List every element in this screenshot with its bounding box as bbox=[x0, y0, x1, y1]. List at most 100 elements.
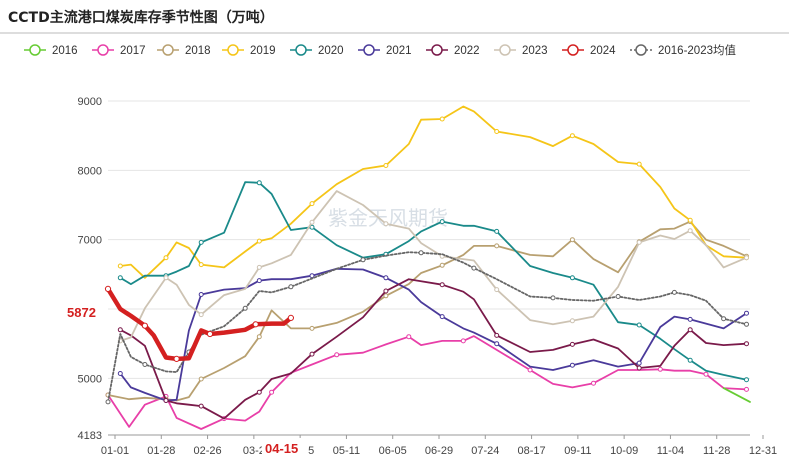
legend-label: 2016-2023均值 bbox=[658, 44, 736, 57]
data-point bbox=[163, 275, 169, 281]
series-line-2024 bbox=[105, 286, 294, 362]
series-2017 bbox=[105, 334, 749, 430]
legend: 2016 2017 2018 2019 2020 2021 2022 2023 2024 2016… bbox=[24, 44, 736, 57]
legend-label: 2022 bbox=[454, 45, 480, 57]
legend-item-2023[interactable]: 2023 bbox=[494, 44, 548, 57]
legend-label: 2024 bbox=[590, 45, 616, 57]
data-point bbox=[687, 217, 693, 223]
legend-swatch-marker bbox=[29, 44, 41, 56]
data-point bbox=[569, 362, 575, 368]
data-point bbox=[671, 289, 677, 295]
data-point bbox=[105, 399, 111, 405]
data-point bbox=[744, 341, 749, 347]
y-axis: 900080007000600050004183 bbox=[78, 96, 102, 442]
data-point bbox=[198, 262, 204, 268]
data-point bbox=[104, 285, 112, 292]
data-point bbox=[569, 237, 575, 243]
grid-lines bbox=[108, 100, 750, 436]
chart-title: CCTD主流港口煤炭库存季节性图（万吨） bbox=[8, 9, 274, 26]
data-point bbox=[657, 366, 663, 372]
data-point bbox=[550, 295, 556, 301]
data-point bbox=[334, 352, 340, 358]
data-point bbox=[687, 327, 693, 333]
data-point bbox=[142, 362, 148, 367]
data-point bbox=[173, 355, 180, 362]
data-point bbox=[494, 228, 500, 234]
data-point bbox=[309, 219, 315, 225]
data-point bbox=[117, 275, 123, 281]
data-point bbox=[744, 386, 749, 392]
y-tick-label: 5000 bbox=[78, 373, 102, 385]
legend-label: 2017 bbox=[120, 45, 146, 57]
data-point bbox=[383, 163, 389, 168]
data-point bbox=[309, 224, 315, 230]
highlight-y-label: 5872 bbox=[67, 305, 96, 320]
data-point bbox=[569, 318, 575, 324]
x-tick-label: 06-29 bbox=[425, 445, 453, 457]
data-point bbox=[494, 243, 500, 249]
x-tick-label: 03-2 bbox=[243, 445, 265, 457]
x-axis: 01-01 01-28 02-26 03-204-15 05-11 06-05 06-29 0… bbox=[101, 435, 777, 457]
data-point bbox=[471, 265, 477, 271]
legend-item-2018[interactable]: 2018 bbox=[157, 44, 211, 57]
data-point bbox=[439, 116, 445, 122]
data-point bbox=[439, 262, 445, 268]
legend-item-2016[interactable]: 2016 bbox=[24, 44, 78, 57]
series-2024 bbox=[104, 285, 294, 362]
series-line-2016-2023- bbox=[107, 251, 748, 403]
data-point bbox=[744, 377, 749, 383]
data-point bbox=[198, 376, 204, 382]
legend-swatch-marker bbox=[227, 44, 239, 56]
data-point bbox=[383, 293, 389, 299]
data-point bbox=[198, 292, 204, 297]
data-point bbox=[256, 278, 262, 284]
data-point bbox=[242, 305, 248, 311]
data-point bbox=[687, 316, 693, 322]
series-2019 bbox=[117, 105, 749, 279]
series-line-2016 bbox=[722, 387, 751, 403]
legend-label: 2016 bbox=[52, 45, 78, 57]
data-point bbox=[269, 389, 275, 395]
data-point bbox=[198, 403, 204, 409]
legend-item-2020[interactable]: 2020 bbox=[290, 44, 344, 57]
data-point bbox=[309, 201, 315, 207]
data-point bbox=[117, 327, 123, 333]
y-tick-label: 8000 bbox=[78, 165, 102, 177]
legend-swatch-marker bbox=[567, 44, 579, 56]
series-line-2019 bbox=[119, 105, 748, 279]
legend-item-2016-2023-[interactable]: 2016-2023均值 bbox=[630, 44, 736, 57]
y-tick-label: 7000 bbox=[78, 235, 102, 247]
data-point bbox=[615, 294, 621, 299]
data-point bbox=[256, 389, 262, 395]
data-point bbox=[252, 321, 259, 328]
legend-item-2022[interactable]: 2022 bbox=[426, 44, 480, 57]
data-point bbox=[206, 330, 214, 338]
legend-item-2024[interactable]: 2024 bbox=[562, 44, 616, 57]
data-point bbox=[256, 334, 262, 340]
data-point bbox=[569, 133, 575, 139]
x-tick-label: 11-28 bbox=[703, 445, 730, 457]
data-point bbox=[256, 180, 262, 186]
data-point bbox=[309, 325, 315, 331]
highlight-x-bg bbox=[262, 438, 308, 458]
x-tick-label: 01-28 bbox=[147, 445, 175, 457]
legend-swatch-marker bbox=[97, 44, 109, 56]
data-point bbox=[744, 255, 749, 261]
legend-item-2017[interactable]: 2017 bbox=[92, 44, 146, 57]
x-tick-label: 06-05 bbox=[379, 445, 407, 457]
y-tick-label: 4183 bbox=[78, 430, 102, 442]
x-tick-label: 10-09 bbox=[610, 445, 638, 457]
data-point bbox=[636, 161, 642, 167]
data-point bbox=[460, 338, 466, 344]
data-point bbox=[636, 239, 642, 245]
data-point bbox=[287, 314, 294, 321]
data-point bbox=[360, 257, 366, 263]
x-tick-label: 02-26 bbox=[194, 445, 222, 457]
legend-item-2019[interactable]: 2019 bbox=[222, 44, 276, 57]
x-tick-label: 12-31 bbox=[749, 445, 777, 457]
data-point bbox=[687, 228, 693, 234]
data-point bbox=[198, 239, 204, 245]
data-point bbox=[406, 334, 412, 340]
legend-item-2021[interactable]: 2021 bbox=[358, 44, 412, 57]
